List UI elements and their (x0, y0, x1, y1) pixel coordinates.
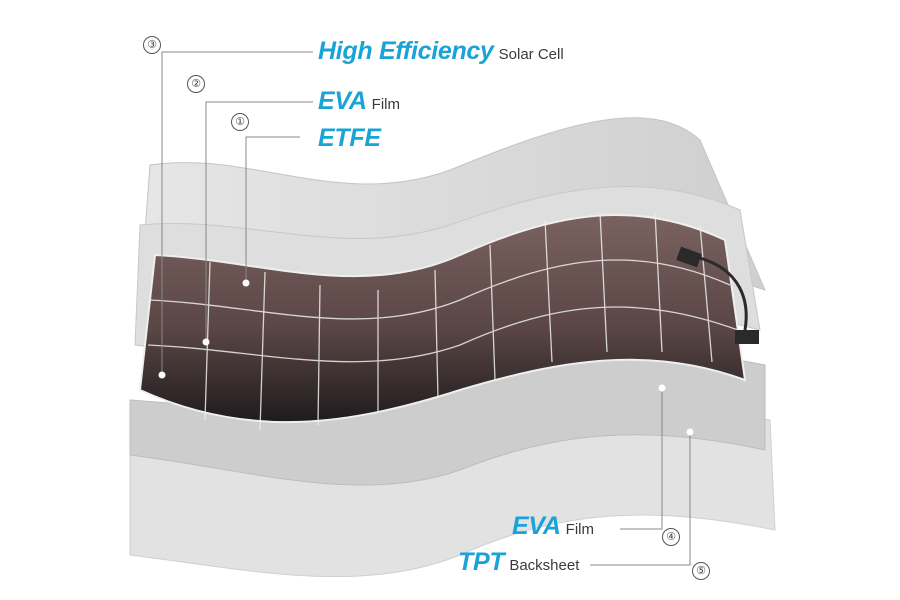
layer-label-small: Film (565, 521, 594, 538)
leader-line-2 (205, 101, 313, 342)
layer-label-strong: EVA (512, 512, 561, 540)
layer-label-eva-bottom: EVA Film (512, 512, 594, 541)
leader-line-5 (590, 432, 691, 566)
layer-label-tpt: TPT Backsheet (458, 548, 579, 577)
layer-number-2: ② (187, 75, 205, 93)
layer-label-small: Film (371, 96, 400, 113)
leader-dot-5 (686, 428, 694, 436)
layer-label-small: Backsheet (509, 557, 580, 574)
leader-dot-4 (658, 384, 666, 392)
solar-cell-layer (138, 213, 747, 424)
layer-label-small: Solar Cell (498, 46, 564, 63)
leader-dot-1 (242, 279, 250, 287)
layer-label-strong: High Efficiency (318, 37, 494, 65)
layer-label-high-efficiency: High Efficiency Solar Cell (318, 37, 564, 66)
layer-label-strong: EVA (318, 87, 367, 115)
layer-label-strong: ETFE (318, 124, 381, 152)
leader-dot-3 (158, 371, 166, 379)
layer-number-5: ⑤ (692, 562, 710, 580)
junction-box-icon (676, 246, 759, 344)
layer-label-eva-top: EVA Film (318, 87, 400, 116)
leader-line-1 (245, 136, 300, 283)
layer-label-etfe: ETFE (318, 124, 381, 153)
layer-label-strong: TPT (458, 548, 505, 576)
leader-line-3 (161, 51, 313, 375)
layer-number-4: ④ (662, 528, 680, 546)
leader-line-4 (620, 388, 663, 530)
leader-dot-2 (202, 338, 210, 346)
layer-number-1: ① (231, 113, 249, 131)
layer-number-3: ③ (143, 36, 161, 54)
